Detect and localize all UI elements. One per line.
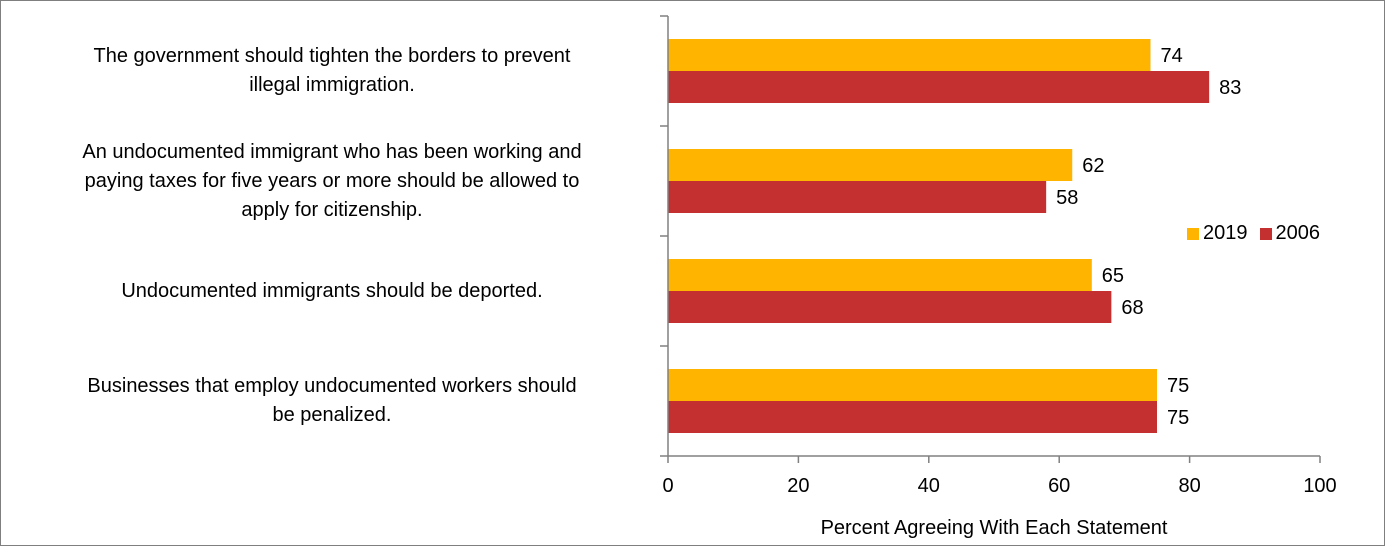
category-label: Businesses that employ undocumented work… [22, 372, 642, 430]
category-label-line: An undocumented immigrant who has been w… [82, 140, 582, 163]
category-label-line: Businesses that employ undocumented work… [87, 375, 577, 397]
category-label-line: The government should tighten the border… [93, 45, 571, 67]
category-label-line: illegal immigration. [249, 74, 415, 96]
category-label-line: be penalized. [272, 404, 392, 426]
bar-2006-cat4 [668, 401, 1157, 433]
legend-swatch-2019 [1187, 227, 1199, 240]
data-label-2006-cat2: 58 [1056, 187, 1078, 209]
legend-swatch-2006 [1259, 227, 1272, 240]
category-label: An undocumented immigrant who has been w… [22, 138, 642, 225]
data-label-2019-cat3: 65 [1102, 265, 1124, 287]
category-label: Undocumented immigrants should be deport… [22, 277, 642, 306]
bar-2006-cat3 [668, 291, 1112, 323]
data-label-2006-cat3: 68 [1121, 297, 1143, 319]
bar-2019-cat1 [668, 39, 1151, 71]
bars-group [668, 39, 1210, 433]
legend-label-2006: 2006 [1275, 222, 1321, 244]
legend: 2019 2006 [1187, 222, 1332, 245]
x-axis-title: Percent Agreeing With Each Statement [821, 517, 1168, 539]
data-label-2006-cat1: 83 [1219, 77, 1241, 99]
data-label-2019-cat2: 62 [1082, 155, 1104, 177]
category-label-line: apply for citizenship. [241, 198, 423, 221]
legend-item-2006: 2006 [1259, 222, 1321, 245]
category-label-line: paying taxes for five years or more shou… [84, 169, 580, 192]
x-tick-labels: 0 20 40 60 80 100 [662, 475, 1336, 497]
data-label-2006-cat4: 75 [1167, 407, 1189, 429]
data-label-2019-cat4: 75 [1167, 375, 1189, 397]
category-label-line: Undocumented immigrants should be deport… [121, 279, 543, 302]
x-tick-label: 40 [918, 475, 940, 497]
legend-label-2019: 2019 [1203, 222, 1248, 244]
category-label: The government should tighten the border… [22, 42, 642, 100]
x-tick-label: 60 [1048, 475, 1070, 497]
x-tick-label: 20 [787, 475, 809, 497]
x-tick-label: 100 [1303, 475, 1336, 497]
bar-2019-cat3 [668, 259, 1092, 291]
x-tick-label: 80 [1178, 475, 1200, 497]
ticks-group [660, 15, 1321, 463]
bar-2006-cat1 [668, 71, 1210, 103]
x-tick-label: 0 [662, 475, 673, 497]
legend-item-2019: 2019 [1187, 222, 1248, 245]
bar-2006-cat2 [668, 181, 1047, 213]
bar-2019-cat4 [668, 369, 1157, 401]
bar-2019-cat2 [668, 149, 1073, 181]
data-label-2019-cat1: 74 [1160, 45, 1182, 67]
